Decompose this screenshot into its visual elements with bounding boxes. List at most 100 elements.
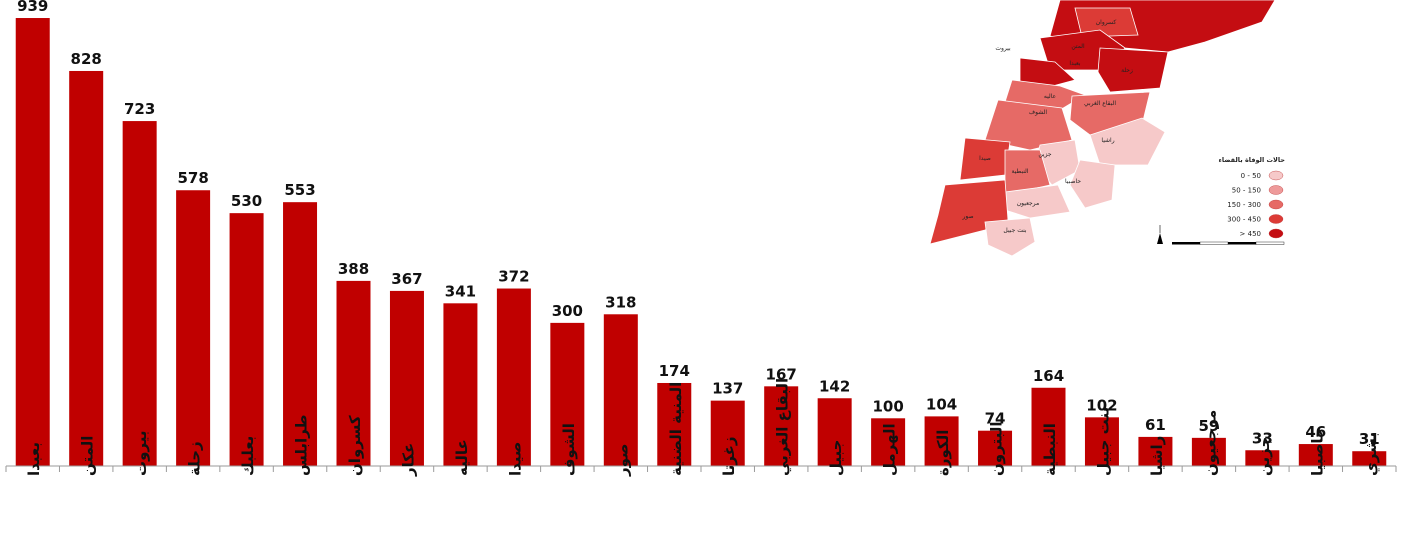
- data-label: 828: [71, 50, 102, 68]
- category-label: جزين: [1255, 437, 1273, 476]
- category-label: الشوف: [560, 423, 578, 476]
- data-label: 61: [1145, 416, 1166, 434]
- data-label: 341: [445, 282, 476, 300]
- bar: [496, 288, 531, 466]
- data-label: 142: [819, 377, 850, 395]
- category-label: جبيل: [827, 440, 845, 476]
- data-label: 300: [552, 302, 583, 320]
- scale-bar-icon: [1172, 241, 1285, 245]
- bar: [122, 121, 157, 466]
- legend-label: 150 - 300: [1227, 201, 1261, 209]
- north-arrow-icon: [1157, 225, 1163, 244]
- bar: [1084, 417, 1119, 466]
- map-district-label: راشيا: [1101, 137, 1114, 144]
- map-district-label: جزين: [1038, 151, 1052, 158]
- category-label: المتن: [79, 436, 97, 476]
- data-label: 367: [391, 270, 422, 288]
- bar: [283, 202, 318, 466]
- category-label: عاليه: [453, 439, 471, 476]
- category-label: البترون: [988, 422, 1006, 476]
- map-district-label: بيروت: [995, 45, 1011, 52]
- data-label: 318: [605, 293, 636, 311]
- data-label: 939: [17, 0, 48, 15]
- category-label: صور: [613, 443, 631, 477]
- category-label: بعبدا: [25, 442, 43, 476]
- data-label: 553: [284, 181, 315, 199]
- map-district-labels: كسروان بيروت المتن بعبدا زحلة عاليه البقاع الغ…: [961, 19, 1133, 234]
- data-label: 167: [766, 365, 797, 383]
- bar: [176, 190, 211, 466]
- data-label: 31: [1359, 430, 1380, 448]
- bar: [764, 386, 799, 466]
- bar: [1138, 436, 1173, 466]
- category-label: زغرتا: [720, 437, 738, 476]
- data-label: 174: [659, 362, 690, 380]
- category-label: طرابلس: [293, 414, 311, 476]
- legend-swatch: [1268, 199, 1284, 210]
- bar: [1352, 451, 1387, 466]
- map-district-label: حاصبيا: [1065, 178, 1081, 185]
- data-label: 100: [872, 397, 903, 415]
- data-label: 372: [498, 268, 529, 286]
- map-district-label: عاليه: [1044, 93, 1056, 100]
- category-label: صيدا: [506, 442, 524, 476]
- legend-swatch: [1268, 185, 1284, 195]
- data-label: 46: [1305, 423, 1326, 441]
- data-label: 388: [338, 260, 369, 278]
- map-district-baabda: [1019, 57, 1076, 89]
- map-legend: حالات الوفاة بالقضاء 0 - 50 50 - 150 150 -…: [1219, 156, 1286, 239]
- bar: [1245, 450, 1280, 466]
- bar: [389, 290, 424, 466]
- bars-group: [15, 18, 1387, 467]
- map-legend-title: حالات الوفاة بالقضاء: [1219, 156, 1286, 164]
- category-label: عكار: [399, 443, 417, 477]
- data-label: 33: [1252, 429, 1273, 447]
- bar: [1031, 387, 1066, 466]
- data-label: 137: [712, 380, 743, 398]
- map-district-label: صيدا: [979, 155, 991, 162]
- map-district-hasbaya: [1069, 159, 1116, 209]
- category-label: بنت جبيل: [1094, 407, 1112, 476]
- bar: [978, 430, 1013, 466]
- bar: [871, 418, 906, 466]
- bar: [550, 322, 585, 466]
- category-label: النبطية: [1041, 423, 1059, 476]
- bar: [710, 400, 745, 466]
- legend-label: 50 - 150: [1232, 187, 1261, 195]
- data-label: 102: [1086, 396, 1117, 414]
- category-label: راشيا: [1148, 436, 1166, 476]
- bar: [657, 382, 692, 466]
- data-label: 104: [926, 395, 957, 413]
- legend-swatch: [1268, 228, 1284, 239]
- legend-swatch: [1268, 214, 1284, 224]
- map-district-label: الشوف: [1029, 109, 1048, 116]
- bar: [817, 398, 852, 466]
- category-label: البقاع الغربي: [774, 378, 792, 476]
- legend-swatch: [1268, 170, 1284, 181]
- category-label: بيروت: [132, 431, 150, 476]
- bar: [229, 213, 264, 466]
- category-label: الكورة: [934, 430, 952, 476]
- map-district-label: كسروان: [1096, 19, 1117, 26]
- map-district-kesrouan: [1074, 7, 1139, 38]
- legend-label: > 450: [1240, 230, 1261, 238]
- data-labels: 939 828 723 578 530 553 388 367 341 372 300 318 174 1…: [17, 0, 1380, 448]
- map-district-label: البقاع الغربي: [1084, 100, 1116, 107]
- map-district-label: المتن: [1071, 43, 1085, 50]
- bar: [15, 18, 50, 467]
- category-labels: بعبدا المتن بيروت زحلة بعلبك طرابلس كسروان عكار…: [25, 378, 1381, 477]
- map-district-label: النبطية: [1011, 168, 1028, 175]
- category-label: المنية الضنية: [667, 382, 685, 476]
- category-label: كسروان: [346, 415, 364, 476]
- data-label: 530: [231, 192, 262, 210]
- bar: [336, 280, 371, 466]
- category-label: بشري: [1362, 432, 1381, 476]
- data-label: 723: [124, 100, 155, 118]
- map-district-label: صور: [961, 213, 973, 220]
- bar: [69, 70, 104, 466]
- bar: [1298, 444, 1333, 466]
- map-district-label: مرجعيون: [1017, 200, 1039, 207]
- map-legend-items: 0 - 50 50 - 150 150 - 300 300 - 450 > 450: [1227, 170, 1284, 239]
- lebanon-map-inset: كسروان بيروت المتن بعبدا زحلة عاليه البقاع الغ…: [929, 0, 1276, 257]
